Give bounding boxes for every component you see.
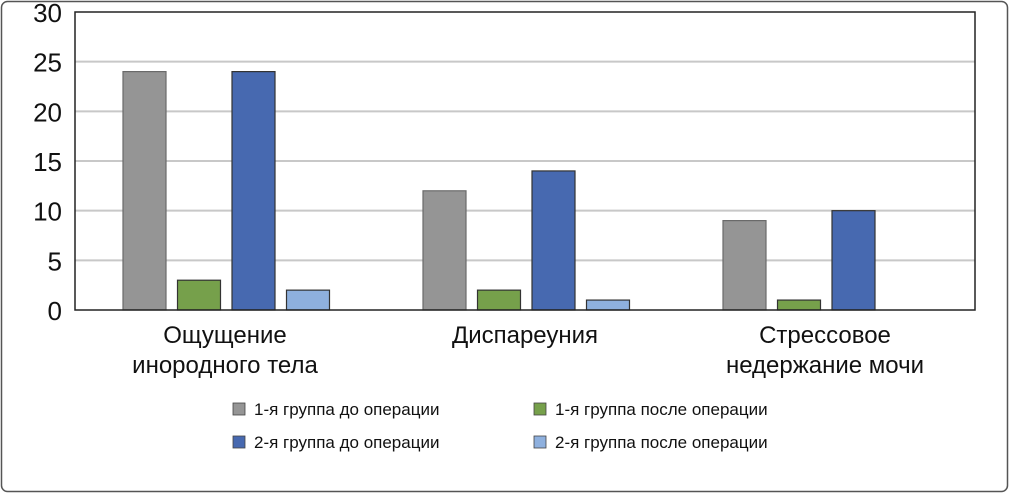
bar xyxy=(285,289,331,311)
bar xyxy=(231,70,276,311)
bar xyxy=(176,279,222,311)
x-category-label-line: Диспареуния xyxy=(452,322,598,349)
x-category-label: Стрессовое недержание мочи xyxy=(726,322,924,379)
x-category-label-line: недержание мочи xyxy=(726,352,924,379)
y-tick-label: 5 xyxy=(48,246,62,276)
x-category-label: Диспареуния xyxy=(452,322,598,349)
bar xyxy=(722,220,767,311)
x-category-label-line: инородного тела xyxy=(132,352,318,379)
legend-label: 2-я группа до операции xyxy=(254,433,439,452)
legend-swatch xyxy=(533,402,547,416)
y-tick-label: 30 xyxy=(33,0,62,28)
legend-swatch xyxy=(232,402,246,416)
y-tick-label: 15 xyxy=(33,147,62,177)
legend-label: 1-я группа до операции xyxy=(254,400,439,419)
legend-swatch xyxy=(232,435,246,449)
legend-swatch xyxy=(533,435,547,449)
bar xyxy=(476,289,522,311)
y-tick-label: 10 xyxy=(33,197,62,227)
x-category-label-line: Ощущение xyxy=(163,322,287,349)
plot-area-border xyxy=(74,11,976,311)
x-category-label: Ощущение инородного тела xyxy=(132,322,318,379)
bar xyxy=(831,210,876,311)
y-tick-label: 25 xyxy=(33,48,62,78)
legend-label: 2-я группа после операции xyxy=(555,433,768,452)
y-tick-label: 0 xyxy=(48,296,62,326)
y-tick-label: 20 xyxy=(33,97,62,127)
bar xyxy=(422,190,467,311)
bar xyxy=(122,70,167,311)
x-category-label-line: Стрессовое xyxy=(759,322,891,349)
bar xyxy=(531,170,576,311)
bar xyxy=(776,299,822,311)
legend-label: 1-я группа после операции xyxy=(555,400,768,419)
bar xyxy=(585,299,631,311)
